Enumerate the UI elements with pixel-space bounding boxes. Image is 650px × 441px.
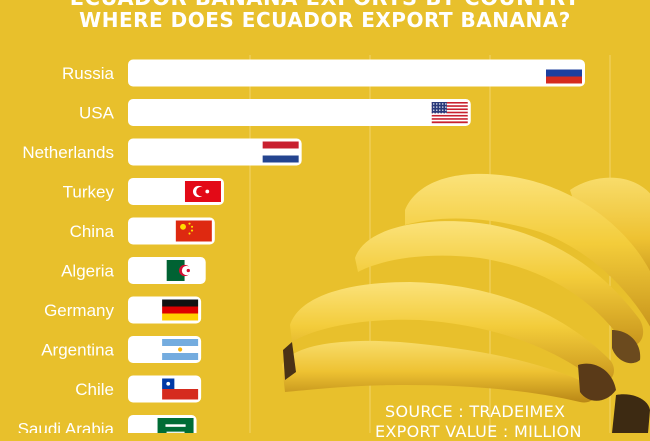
category-label: Algeria bbox=[61, 262, 114, 281]
chart-title-main: ECUADOR BANANA EXPORTS BY COUNTRY bbox=[0, 0, 650, 10]
category-label: Argentina bbox=[41, 341, 114, 360]
bar-netherlands bbox=[128, 138, 302, 166]
netherlands-flag-icon bbox=[262, 141, 299, 163]
category-label: USA bbox=[79, 104, 115, 123]
category-label: Russia bbox=[62, 64, 115, 83]
turkey-flag-icon bbox=[184, 181, 221, 202]
bar-russia bbox=[128, 59, 585, 87]
russia-flag-icon bbox=[546, 62, 582, 84]
category-label: Chile bbox=[75, 380, 114, 399]
source-note: SOURCE : TRADEIMEX bbox=[385, 402, 566, 421]
category-label: Germany bbox=[44, 301, 114, 320]
china-flag-icon bbox=[175, 220, 212, 242]
chart-subtitle: WHERE DOES ECUADOR EXPORT BANANA? bbox=[79, 8, 571, 32]
algeria-flag-icon bbox=[166, 260, 203, 281]
banana-bunch-image bbox=[282, 173, 650, 433]
flags bbox=[157, 62, 582, 433]
category-label: Saudi Arabia bbox=[18, 420, 115, 434]
argentina-flag-icon bbox=[162, 339, 199, 360]
saudi-arabia-flag-icon bbox=[157, 418, 194, 433]
germany-flag-icon bbox=[162, 299, 199, 321]
category-labels: Russia USA Netherlands Turkey China Algeria Ge… bbox=[18, 64, 115, 433]
category-label: Turkey bbox=[63, 183, 115, 202]
usa-flag-icon bbox=[431, 102, 468, 124]
bar-usa bbox=[128, 99, 471, 126]
category-label: Netherlands bbox=[22, 143, 114, 162]
export-value-note: EXPORT VALUE : MILLION bbox=[375, 422, 582, 441]
chile-flag-icon bbox=[162, 378, 199, 400]
category-label: China bbox=[70, 222, 115, 241]
